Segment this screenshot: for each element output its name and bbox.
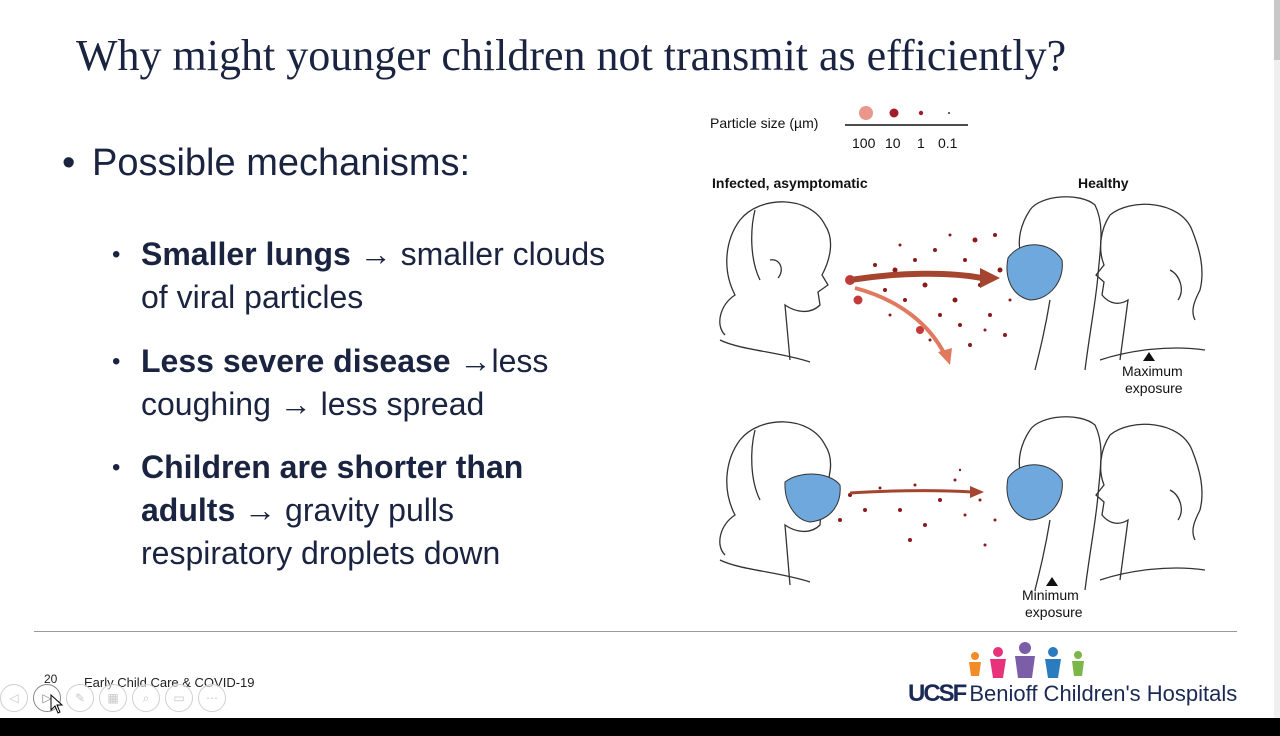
brand-name: Benioff Children's Hospitals (969, 681, 1238, 706)
particle-0.1 (948, 112, 950, 114)
bullet-dot: • (62, 142, 76, 184)
arrow-straight-bottom (849, 489, 973, 495)
particle-tick-100: 100 (852, 135, 876, 151)
adult-unmasked-bottom (1095, 423, 1206, 581)
scrollbar-thumb[interactable] (1274, 0, 1280, 60)
max-exposure-line2: exposure (1125, 380, 1183, 396)
healthy-label: Healthy (1078, 175, 1129, 191)
footer-divider (34, 631, 1237, 632)
min-exposure-line2: exposure (1025, 604, 1083, 620)
sub-bullet-1-bold: Smaller lungs (141, 236, 351, 272)
sub-bullet-1: • Smaller lungs → smaller clouds of vira… (112, 233, 632, 319)
infected-label: Infected, asymptomatic (712, 175, 868, 191)
children-logo-icon (969, 642, 1084, 678)
brand-logo: UCSF Benioff Children's Hospitals (908, 680, 1237, 708)
presentation-controls: ◁ ▷ ✎ ▦ ⌕ ▭ ⋯ (0, 684, 226, 714)
page-number: 20 (44, 672, 58, 686)
droplet-cloud-bottom (838, 468, 997, 547)
max-exposure-line1: Maximum (1122, 363, 1183, 379)
more-options-button[interactable]: ⋯ (198, 684, 226, 712)
particle-10 (889, 108, 899, 118)
bottom-bar (0, 718, 1280, 736)
mouse-cursor-icon (50, 694, 64, 714)
child-masked (719, 421, 832, 586)
sub-bullet-3-rest: → gravity pulls respiratory droplets dow… (141, 492, 501, 571)
mask-icon (1006, 244, 1063, 301)
arrow-falling-top (854, 286, 947, 356)
mask-icon (784, 473, 841, 523)
arrowhead-bottom (970, 486, 984, 498)
adult-unmasked-top (1095, 203, 1206, 361)
arrowhead-top (980, 268, 1000, 288)
sub-bullet-2-rest: →less coughing → less spread (141, 343, 549, 422)
subtitles-button[interactable]: ▭ (165, 684, 193, 712)
particle-tick-1: 1 (917, 135, 925, 151)
slide: Why might younger children not transmit … (0, 31, 1238, 714)
sub-bullet-1-rest: → smaller clouds of viral particles (141, 236, 606, 315)
mask-icon (1006, 464, 1063, 521)
bullet-dot: • (112, 348, 121, 375)
particle-size-label: Particle size (µm) (710, 115, 818, 131)
zoom-button[interactable]: ⌕ (132, 684, 160, 712)
main-bullet: • Possible mechanisms: (62, 142, 470, 185)
particle-tick-0.1: 0.1 (938, 135, 958, 151)
vertical-scrollbar[interactable] (1274, 0, 1280, 718)
main-bullet-text: Possible mechanisms: (92, 142, 471, 184)
next-slide-button[interactable]: ▷ (33, 684, 61, 712)
bullet-dot: • (112, 454, 121, 481)
sub-bullet-2: • Less severe disease →less coughing → l… (112, 340, 632, 426)
particle-100 (859, 106, 873, 120)
min-exposure-line1: Minimum (1022, 587, 1079, 603)
slide-title: Why might younger children not transmit … (76, 31, 1067, 80)
sub-bullet-3-bold: Children are shorter than adults (141, 449, 524, 528)
slides-grid-button[interactable]: ▦ (99, 684, 127, 712)
arrow-straight-top (849, 270, 983, 283)
particle-tick-10: 10 (885, 135, 901, 151)
max-exposure-marker (1143, 352, 1155, 361)
ucsf-logo-text: UCSF (908, 680, 967, 707)
previous-slide-button[interactable]: ◁ (0, 684, 28, 712)
child-unmasked (719, 201, 832, 363)
pen-tool-button[interactable]: ✎ (66, 684, 94, 712)
transmission-illustration: Particle size (µm) 100 10 1 0.1 Infected… (710, 106, 1206, 620)
min-exposure-marker (1046, 577, 1058, 586)
sub-bullet-2-bold: Less severe disease (141, 343, 451, 379)
sub-bullet-3: • Children are shorter than adults → gra… (112, 446, 572, 575)
arrowhead-falling (938, 348, 952, 365)
bullet-dot: • (112, 241, 121, 268)
particle-1 (918, 110, 924, 116)
